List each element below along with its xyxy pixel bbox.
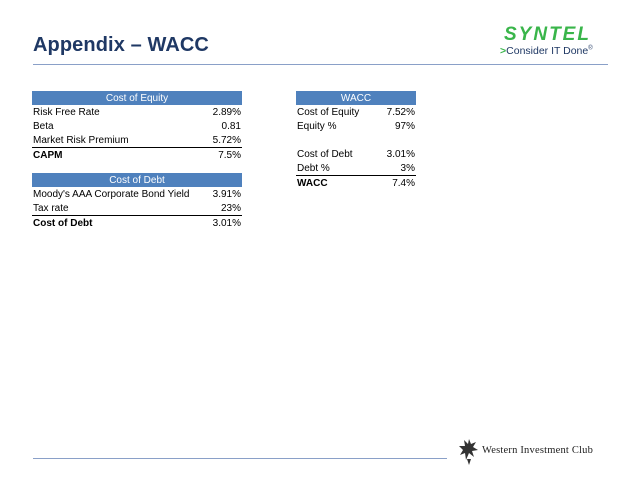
row-label: Tax rate [32,201,209,216]
syntel-tagline: >Consider IT Done® [500,45,593,57]
row-value: 7.5% [218,149,241,161]
syntel-wordmark: SYNTEL [504,24,591,45]
row-label: WACC [297,177,328,189]
table-row: Tax rate 23% [32,201,242,216]
tagline-chevron-icon: > [500,45,507,57]
row-value: 3.01% [212,217,241,229]
row-label: Cost of Equity [297,106,360,118]
cost-of-debt-table: Cost of Debt Moody's AAA Corporate Bond … [32,173,242,230]
western-investment-club-logo: Western Investment Club [458,437,608,467]
table-row: Risk Free Rate 2.89% [32,105,242,119]
wacc-header: WACC [296,91,416,105]
table-row-total: WACC 7.4% [296,176,416,191]
row-label: Moody's AAA Corporate Bond Yield [33,188,190,200]
wacc-table: WACC Cost of Equity 7.52% Equity % 97% C… [296,91,416,190]
cost-of-equity-table: Cost of Equity Risk Free Rate 2.89% Beta… [32,91,242,162]
table-row: Equity % 97% [296,119,416,133]
title-divider [33,64,608,65]
table-row: Moody's AAA Corporate Bond Yield 3.91% [32,187,242,201]
row-label: Cost of Debt [297,148,353,160]
row-value: 0.81 [221,120,241,132]
row-value: 3% [377,161,416,176]
row-value: 23% [208,201,242,216]
row-label: Beta [33,120,54,132]
row-value: 2.89% [212,106,241,118]
row-value: 3.01% [386,148,415,160]
row-value: 5.72% [192,133,242,148]
row-value: 7.4% [392,177,415,189]
griffin-emblem-icon [459,439,478,465]
row-value: 97% [394,120,415,132]
row-value: 7.52% [386,106,415,118]
footer-divider [33,458,447,459]
registered-mark: ® [588,45,593,52]
table-row-total: CAPM 7.5% [32,148,242,163]
row-label: Equity % [297,120,337,132]
table-row: Cost of Debt 3.01% [296,147,416,161]
spacer-row [296,133,416,147]
row-label: Risk Free Rate [33,106,100,118]
table-row: Debt % 3% [296,161,416,176]
row-label: Cost of Debt [33,217,93,229]
row-label: CAPM [33,149,63,161]
table-row-total: Cost of Debt 3.01% [32,216,242,231]
row-label: Market Risk Premium [32,133,193,148]
club-name: Western Investment Club [482,445,594,456]
slide-title: Appendix – WACC [33,34,209,56]
tagline-text: Consider IT Done [506,45,589,57]
row-label: Debt % [296,161,378,176]
syntel-logo: SYNTEL >Consider IT Done® [500,24,612,60]
table-row: Cost of Equity 7.52% [296,105,416,119]
table-row: Beta 0.81 [32,119,242,133]
cost-of-debt-header: Cost of Debt [32,173,242,187]
table-row: Market Risk Premium 5.72% [32,133,242,148]
row-value: 3.91% [212,188,241,200]
cost-of-equity-header: Cost of Equity [32,91,242,105]
